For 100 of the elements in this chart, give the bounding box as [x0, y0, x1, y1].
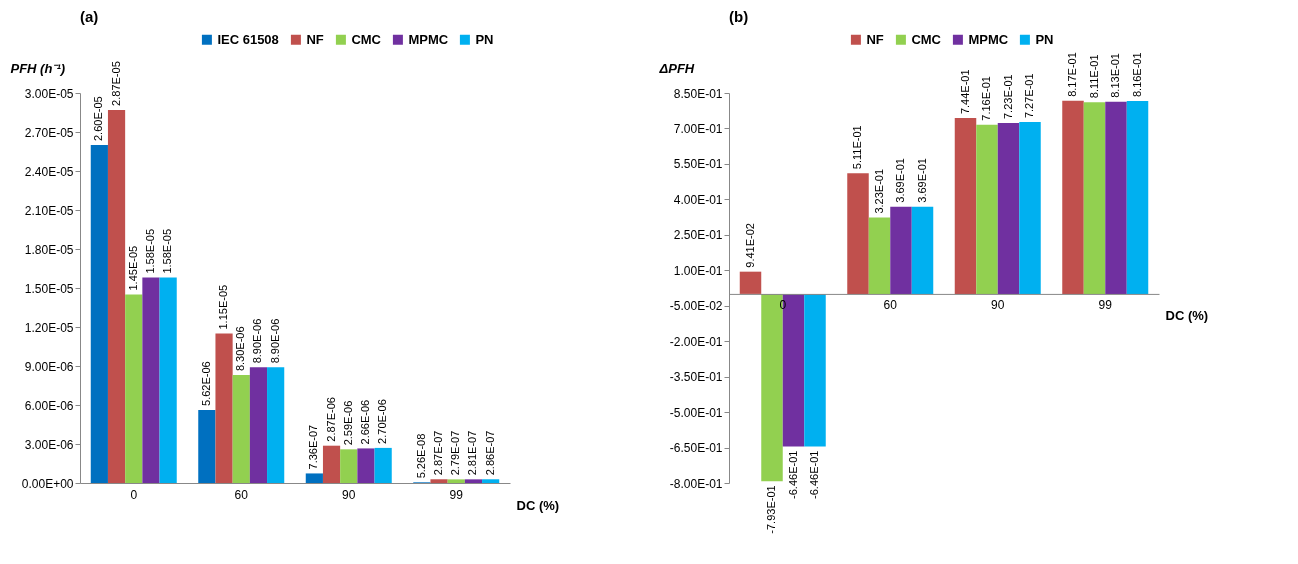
legend-label: IEC 61508	[217, 31, 279, 47]
data-label: 7.36E-07	[307, 424, 320, 470]
chart-title: (a)	[80, 8, 99, 25]
data-label: 8.11E-01	[1087, 54, 1100, 99]
bar	[215, 333, 233, 483]
data-label: 3.23E-01	[872, 168, 885, 214]
bar	[159, 277, 177, 483]
data-label: 2.87E-06	[324, 397, 337, 442]
bar	[1126, 101, 1149, 294]
bar	[954, 118, 977, 294]
y-tick-label: 2.40E-05	[24, 164, 74, 179]
data-label: 3.69E-01	[915, 158, 928, 203]
y-tick-label: 4.00E-01	[673, 192, 723, 207]
bar	[464, 479, 483, 483]
chart-title: (b)	[729, 8, 749, 25]
data-label: 8.90E-06	[268, 318, 281, 364]
y-axis-title: ΔPFH	[658, 60, 695, 76]
y-tick-label: 3.00E-06	[24, 437, 74, 452]
data-label: 7.23E-01	[1001, 74, 1014, 120]
bar	[804, 293, 826, 447]
bar	[847, 173, 869, 294]
bar	[305, 473, 323, 483]
data-label: 8.16E-01	[1130, 52, 1143, 98]
data-label: 2.70E-06	[376, 399, 389, 444]
data-label: 2.87E-07	[432, 430, 445, 476]
y-tick-label: -5.00E-02	[669, 299, 723, 314]
legend-label: NF	[306, 31, 324, 47]
bar	[198, 409, 216, 483]
bar	[430, 479, 448, 483]
data-label: 5.11E-01	[851, 125, 863, 170]
data-label: 8.13E-01	[1109, 53, 1121, 98]
bar	[1105, 101, 1127, 294]
bar	[90, 145, 108, 483]
x-tick-label: 90	[991, 298, 1005, 313]
bar	[976, 124, 998, 294]
y-tick-label: 1.50E-05	[24, 281, 74, 296]
bar	[142, 277, 160, 483]
y-tick-label: 2.10E-05	[24, 203, 74, 218]
y-tick-label: 0.00E+00	[21, 476, 74, 491]
bar	[249, 367, 268, 483]
data-label: 1.58E-05	[161, 228, 174, 274]
bar	[107, 109, 126, 483]
data-label: 2.81E-07	[466, 430, 479, 476]
bar	[267, 367, 285, 483]
y-tick-label: 8.50E-01	[673, 86, 723, 101]
bar	[232, 375, 250, 483]
y-tick-label: 1.80E-05	[24, 242, 74, 257]
y-tick-label: 2.50E-01	[673, 228, 723, 243]
y-tick-label: -6.50E-01	[669, 441, 723, 456]
data-label: 2.66E-06	[358, 399, 371, 445]
bar	[911, 206, 934, 294]
y-tick-label: 2.70E-05	[24, 125, 74, 140]
x-tick-label: 60	[883, 298, 898, 313]
bar	[125, 294, 143, 483]
bar	[997, 123, 1020, 294]
y-tick-label: -2.00E-01	[669, 334, 723, 349]
data-label: 5.62E-06	[199, 361, 212, 406]
y-tick-label: 5.50E-01	[673, 157, 723, 172]
bar	[322, 445, 341, 483]
bar	[890, 206, 912, 294]
y-tick-label: 7.00E-01	[673, 121, 723, 136]
legend-label: CMC	[351, 31, 382, 47]
x-tick-label: 99	[449, 487, 464, 502]
y-tick-label: -3.50E-01	[669, 370, 723, 385]
data-label: -6.46E-01	[786, 450, 799, 499]
legend-label: NF	[866, 31, 884, 47]
y-tick-label: 3.00E-05	[24, 86, 74, 101]
data-label: 2.60E-05	[92, 96, 105, 141]
y-tick-label: 6.00E-06	[24, 398, 74, 413]
data-label: 5.26E-08	[414, 433, 427, 479]
bar	[1083, 102, 1106, 294]
data-label: 2.59E-06	[341, 400, 354, 446]
y-tick-label: 1.20E-05	[24, 320, 74, 335]
bar	[1062, 100, 1084, 294]
data-label: 2.86E-07	[483, 430, 496, 476]
x-tick-label: 90	[342, 487, 356, 502]
y-tick-label: 1.00E-01	[673, 263, 723, 278]
data-label: 2.79E-07	[449, 430, 462, 476]
data-label: -7.93E-01	[765, 485, 777, 534]
bar	[868, 217, 891, 294]
x-axis-title: DC (%)	[516, 497, 560, 513]
bar	[782, 293, 805, 447]
x-tick-label: 60	[234, 487, 249, 502]
legend-label: MPMC	[968, 31, 1009, 47]
data-label: 2.87E-05	[109, 61, 122, 106]
bar	[357, 448, 375, 483]
legend-label: PN	[475, 31, 494, 47]
y-axis-title: PFH (h⁻¹)	[10, 60, 66, 76]
y-tick-label: -5.00E-01	[669, 405, 723, 420]
data-label: 7.16E-01	[980, 76, 992, 121]
data-label: 9.41E-02	[743, 223, 756, 268]
data-label: 1.15E-05	[217, 284, 230, 330]
bar	[739, 271, 762, 294]
legend-label: MPMC	[408, 31, 449, 47]
bar	[374, 447, 392, 483]
data-label: 7.27E-01	[1023, 73, 1035, 119]
data-label: -6.46E-01	[808, 450, 820, 499]
data-label: 8.30E-06	[234, 326, 247, 372]
data-label: 8.90E-06	[251, 318, 264, 364]
x-axis-title: DC (%)	[1165, 308, 1209, 324]
